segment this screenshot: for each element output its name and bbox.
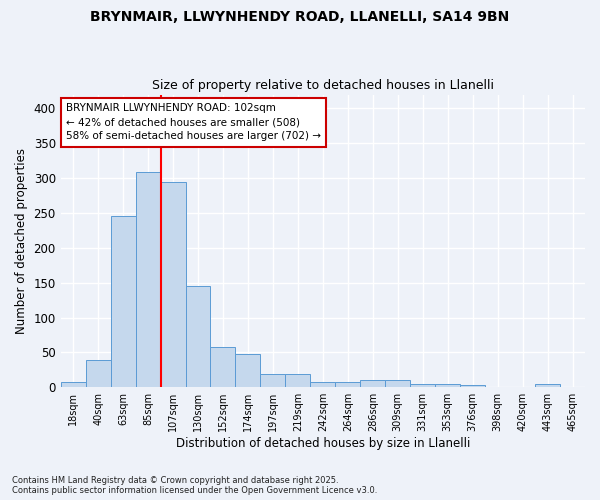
Bar [410, 384, 435, 387]
Bar [211, 348, 235, 387]
Text: BRYNMAIR LLWYNHENDY ROAD: 102sqm
← 42% of detached houses are smaller (508)
58% : BRYNMAIR LLWYNHENDY ROAD: 102sqm ← 42% o… [66, 104, 321, 142]
Bar [136, 172, 161, 387]
Bar [460, 385, 485, 387]
Text: Contains HM Land Registry data © Crown copyright and database right 2025.
Contai: Contains HM Land Registry data © Crown c… [12, 476, 377, 495]
Bar [235, 354, 260, 387]
Bar [310, 382, 335, 387]
Title: Size of property relative to detached houses in Llanelli: Size of property relative to detached ho… [152, 79, 494, 92]
Bar [485, 386, 510, 387]
Bar [61, 382, 86, 387]
Bar [360, 380, 385, 387]
Bar [286, 374, 310, 387]
Bar [385, 380, 410, 387]
X-axis label: Distribution of detached houses by size in Llanelli: Distribution of detached houses by size … [176, 437, 470, 450]
Bar [161, 182, 185, 387]
Bar [185, 286, 211, 387]
Bar [86, 360, 110, 387]
Bar [110, 216, 136, 387]
Bar [260, 374, 286, 387]
Y-axis label: Number of detached properties: Number of detached properties [15, 148, 28, 334]
Text: BRYNMAIR, LLWYNHENDY ROAD, LLANELLI, SA14 9BN: BRYNMAIR, LLWYNHENDY ROAD, LLANELLI, SA1… [91, 10, 509, 24]
Bar [435, 384, 460, 387]
Bar [335, 382, 360, 387]
Bar [535, 384, 560, 387]
